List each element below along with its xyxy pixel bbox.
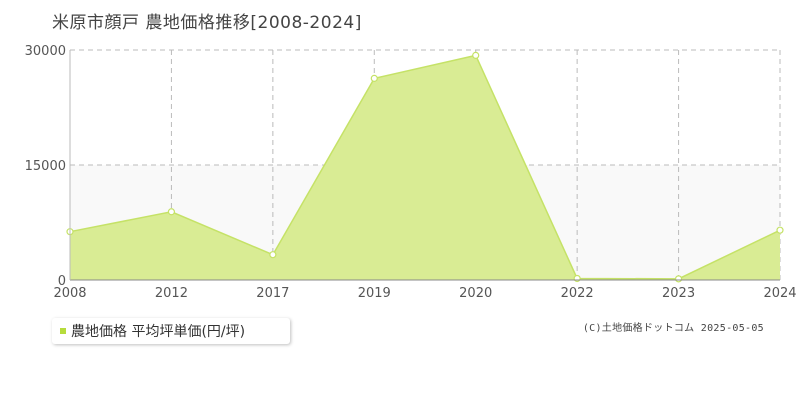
legend-label: 農地価格 平均坪単価(円/坪) <box>71 324 246 340</box>
x-tick-label-2019: 2019 <box>358 286 391 300</box>
x-axis-ticks: 2008 2012 2017 2019 2020 2022 2023 2024 <box>53 286 796 300</box>
y-tick-label-0: 0 <box>58 274 66 289</box>
area-fill <box>70 55 780 280</box>
x-tick-label-2024: 2024 <box>763 286 796 300</box>
legend: 農地価格 平均坪単価(円/坪) <box>52 318 290 344</box>
area-series <box>69 54 781 280</box>
data-point-2019 <box>370 74 378 82</box>
chart-plot: 0 15000 30000 2008 2012 2017 2019 2020 2022 2023… <box>25 44 797 300</box>
data-point-2020 <box>472 51 480 59</box>
x-tick-label-2017: 2017 <box>256 286 289 300</box>
copyright: (C)土地価格ドットコム 2025-05-05 <box>582 323 764 334</box>
x-tick-label-2008: 2008 <box>53 286 86 300</box>
series-line <box>69 54 781 280</box>
x-tick-label-2020: 2020 <box>459 286 492 300</box>
data-point-2024 <box>776 226 784 234</box>
x-tick-label-2022: 2022 <box>561 286 594 300</box>
x-tick-label-2023: 2023 <box>662 286 695 300</box>
data-point-2012 <box>167 208 176 216</box>
y-tick-label-15000: 15000 <box>25 159 66 174</box>
data-point-2017 <box>269 251 277 259</box>
y-tick-label-30000: 30000 <box>25 44 66 59</box>
data-point-2022 <box>573 274 581 283</box>
x-tick-label-2012: 2012 <box>155 286 188 300</box>
legend-marker-icon <box>60 328 66 334</box>
y-axis-ticks: 0 15000 30000 <box>25 44 66 289</box>
data-point-2023 <box>674 275 683 283</box>
chart-title: 米原市顔戸 農地価格推移[2008-2024] <box>52 13 362 33</box>
